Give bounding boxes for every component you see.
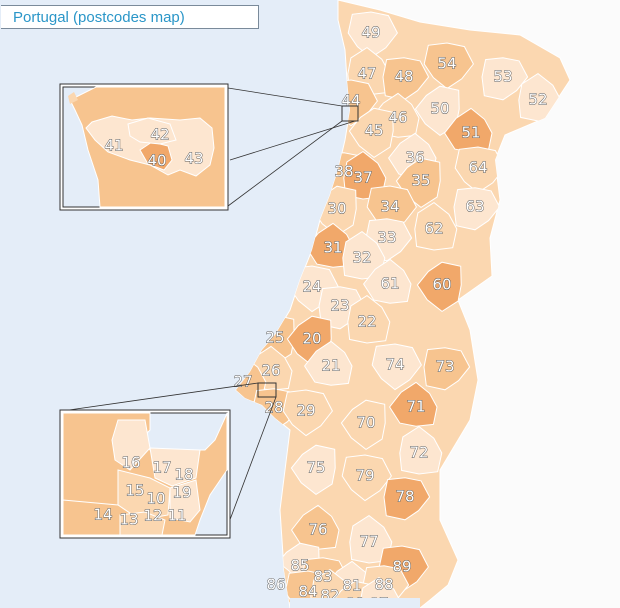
postcode-label-36: 36 — [405, 149, 424, 167]
postcode-label-34: 34 — [380, 198, 399, 216]
postcode-label-62: 62 — [424, 220, 443, 238]
postcode-label-70: 70 — [356, 414, 375, 432]
postcode-label-63: 63 — [465, 198, 484, 216]
postcode-label-42: 42 — [150, 126, 169, 144]
postcode-label-22: 22 — [357, 313, 376, 331]
postcode-label-88: 88 — [374, 576, 393, 594]
postcode-label-84: 84 — [298, 583, 317, 601]
postcode-label-27: 27 — [233, 373, 252, 391]
postcode-label-45: 45 — [364, 122, 383, 140]
postcode-label-79: 79 — [355, 467, 374, 485]
postcode-label-14: 14 — [93, 506, 112, 524]
postcode-label-75: 75 — [306, 459, 325, 477]
postcode-label-24: 24 — [302, 278, 321, 296]
postcode-label-38: 38 — [334, 163, 353, 181]
postcode-label-52: 52 — [528, 91, 547, 109]
postcode-label-49: 49 — [361, 24, 380, 42]
postcode-label-48: 48 — [394, 68, 413, 86]
map-title: Portugal (postcodes map) — [1, 5, 259, 29]
postcode-label-54: 54 — [437, 55, 456, 73]
postcode-label-60: 60 — [432, 276, 451, 294]
postcode-label-23: 23 — [330, 297, 349, 315]
postcode-label-19: 19 — [172, 484, 191, 502]
postcode-label-61: 61 — [380, 275, 399, 293]
postcode-label-31: 31 — [323, 239, 342, 257]
postcode-label-73: 73 — [435, 358, 454, 376]
postcode-label-35: 35 — [411, 172, 430, 190]
postcode-label-89: 89 — [392, 558, 411, 576]
postcode-label-29: 29 — [296, 402, 315, 420]
postcode-label-33: 33 — [377, 229, 396, 247]
postcode-label-46: 46 — [388, 109, 407, 127]
postcode-label-41: 41 — [104, 137, 123, 155]
postcode-label-85: 85 — [290, 557, 309, 575]
sea-south — [290, 598, 420, 608]
postcode-label-43: 43 — [184, 150, 203, 168]
postcode-label-53: 53 — [493, 68, 512, 86]
postcode-label-47: 47 — [357, 65, 376, 83]
postcode-label-17: 17 — [152, 459, 171, 477]
postcode-label-81: 81 — [342, 577, 361, 595]
postcode-label-64: 64 — [468, 159, 487, 177]
postcode-label-78: 78 — [395, 488, 414, 506]
postcode-label-13: 13 — [119, 511, 138, 529]
postcode-label-32: 32 — [352, 249, 371, 267]
postcode-label-11: 11 — [167, 507, 186, 525]
postcode-label-76: 76 — [308, 521, 327, 539]
postcode-label-15: 15 — [125, 482, 144, 500]
postcode-label-86: 86 — [266, 576, 285, 594]
postcode-label-74: 74 — [385, 356, 404, 374]
postcode-label-51: 51 — [461, 124, 480, 142]
postcode-label-77: 77 — [359, 533, 378, 551]
postcode-label-40: 40 — [147, 152, 166, 170]
postcode-label-72: 72 — [409, 444, 428, 462]
postcode-label-37: 37 — [353, 169, 372, 187]
postcode-label-71: 71 — [406, 398, 425, 416]
postcode-label-18: 18 — [174, 466, 193, 484]
postcode-label-50: 50 — [430, 100, 449, 118]
postcode-label-21: 21 — [321, 357, 340, 375]
postcode-label-30: 30 — [327, 200, 346, 218]
postcode-label-20: 20 — [302, 330, 321, 348]
postcode-label-16: 16 — [121, 454, 140, 472]
postcode-label-12: 12 — [143, 507, 162, 525]
postcode-label-10: 10 — [146, 490, 165, 508]
postcode-label-25: 25 — [265, 329, 284, 347]
postcode-label-26: 26 — [261, 362, 280, 380]
